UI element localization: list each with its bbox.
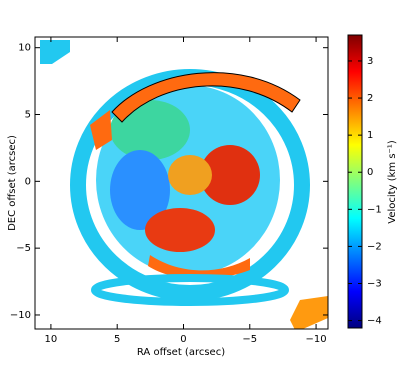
field-patch bbox=[145, 208, 215, 252]
field-patch bbox=[110, 100, 190, 160]
field-arc bbox=[148, 255, 250, 280]
y-tick-label: 10 bbox=[18, 43, 31, 54]
field-patch bbox=[110, 150, 170, 230]
y-tick-label: −5 bbox=[16, 243, 31, 254]
x-axis-label: RA offset (arcsec) bbox=[137, 347, 225, 358]
x-tick-label: 5 bbox=[114, 334, 120, 345]
colorbar-label: Velocity (km s⁻¹) bbox=[387, 140, 398, 224]
y-tick-label: 0 bbox=[25, 176, 31, 187]
colorbar bbox=[347, 34, 363, 329]
field-patch bbox=[90, 110, 112, 150]
y-tick-label: 5 bbox=[25, 110, 31, 121]
field-arc bbox=[111, 72, 301, 123]
field-patch bbox=[168, 155, 212, 195]
x-tick-label: 0 bbox=[180, 334, 186, 345]
colorbar-tick-label: 0 bbox=[367, 167, 373, 178]
field-patch bbox=[290, 296, 328, 329]
colorbar-tick-label: −4 bbox=[367, 316, 382, 327]
colorbar-tick-label: −2 bbox=[367, 241, 382, 252]
plot-frame bbox=[34, 36, 329, 330]
y-tick-label: −10 bbox=[10, 310, 31, 321]
colorbar-tick-label: −1 bbox=[367, 204, 382, 215]
colorbar-tick-label: −3 bbox=[367, 278, 382, 289]
colorbar-tick-label: 2 bbox=[367, 93, 373, 104]
velocity-field bbox=[40, 40, 328, 329]
x-tick-label: −10 bbox=[306, 334, 327, 345]
x-tick-label: −5 bbox=[242, 334, 257, 345]
field-patch bbox=[200, 145, 260, 205]
colorbar-tick-label: 3 bbox=[367, 56, 373, 67]
field-arc bbox=[91, 274, 289, 306]
y-axis-label: DEC offset (arcsec) bbox=[7, 135, 18, 231]
colorbar-tick-label: 1 bbox=[367, 130, 373, 141]
x-tick-label: 10 bbox=[45, 334, 58, 345]
field-patch bbox=[40, 40, 70, 64]
